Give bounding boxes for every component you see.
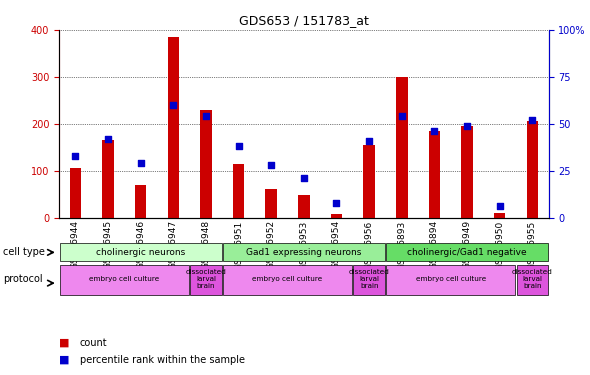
Bar [135, 185, 146, 218]
Bar [396, 77, 408, 218]
Bar [386, 243, 548, 261]
Point [463, 123, 472, 129]
Point [234, 143, 243, 149]
Bar [223, 243, 385, 261]
Bar [60, 265, 189, 295]
Point [299, 175, 309, 181]
Text: cell type: cell type [3, 248, 45, 257]
Point [495, 203, 504, 209]
Text: protocol: protocol [3, 274, 42, 284]
Point [201, 113, 211, 119]
Point [136, 160, 145, 166]
Bar [353, 265, 385, 295]
Point [103, 136, 113, 142]
Point [397, 113, 407, 119]
Bar [527, 122, 538, 218]
Point [332, 200, 341, 206]
Bar [429, 131, 440, 218]
Bar [60, 243, 222, 261]
Point [365, 138, 374, 144]
Bar [168, 37, 179, 218]
Text: Gad1 expressing neurons: Gad1 expressing neurons [246, 248, 362, 256]
Text: embryo cell culture: embryo cell culture [253, 276, 323, 282]
Text: dissociated
larval
brain: dissociated larval brain [512, 269, 553, 290]
Bar [102, 140, 114, 218]
Point [71, 153, 80, 159]
Bar [223, 265, 352, 295]
Text: embryo cell culture: embryo cell culture [415, 276, 486, 282]
Text: embryo cell culture: embryo cell culture [89, 276, 159, 282]
Bar [386, 265, 516, 295]
Point [267, 162, 276, 168]
Text: dissociated
larval
brain: dissociated larval brain [185, 269, 227, 290]
Bar [190, 265, 222, 295]
Point [169, 102, 178, 108]
Point [430, 128, 439, 134]
Point [527, 117, 537, 123]
Bar [494, 213, 506, 217]
Title: GDS653 / 151783_at: GDS653 / 151783_at [239, 15, 369, 27]
Text: dissociated
larval
brain: dissociated larval brain [349, 269, 389, 290]
Text: cholinergic neurons: cholinergic neurons [96, 248, 185, 256]
Text: count: count [80, 338, 107, 348]
Bar [298, 195, 310, 217]
Bar [363, 145, 375, 218]
Text: cholinergic/Gad1 negative: cholinergic/Gad1 negative [407, 248, 527, 256]
Bar [461, 126, 473, 218]
Bar [70, 168, 81, 217]
Bar [331, 214, 342, 217]
Bar [233, 164, 244, 218]
Bar [266, 189, 277, 217]
Bar [517, 265, 548, 295]
Bar [200, 110, 212, 218]
Text: ■: ■ [59, 338, 70, 348]
Text: percentile rank within the sample: percentile rank within the sample [80, 355, 245, 365]
Text: ■: ■ [59, 355, 70, 365]
